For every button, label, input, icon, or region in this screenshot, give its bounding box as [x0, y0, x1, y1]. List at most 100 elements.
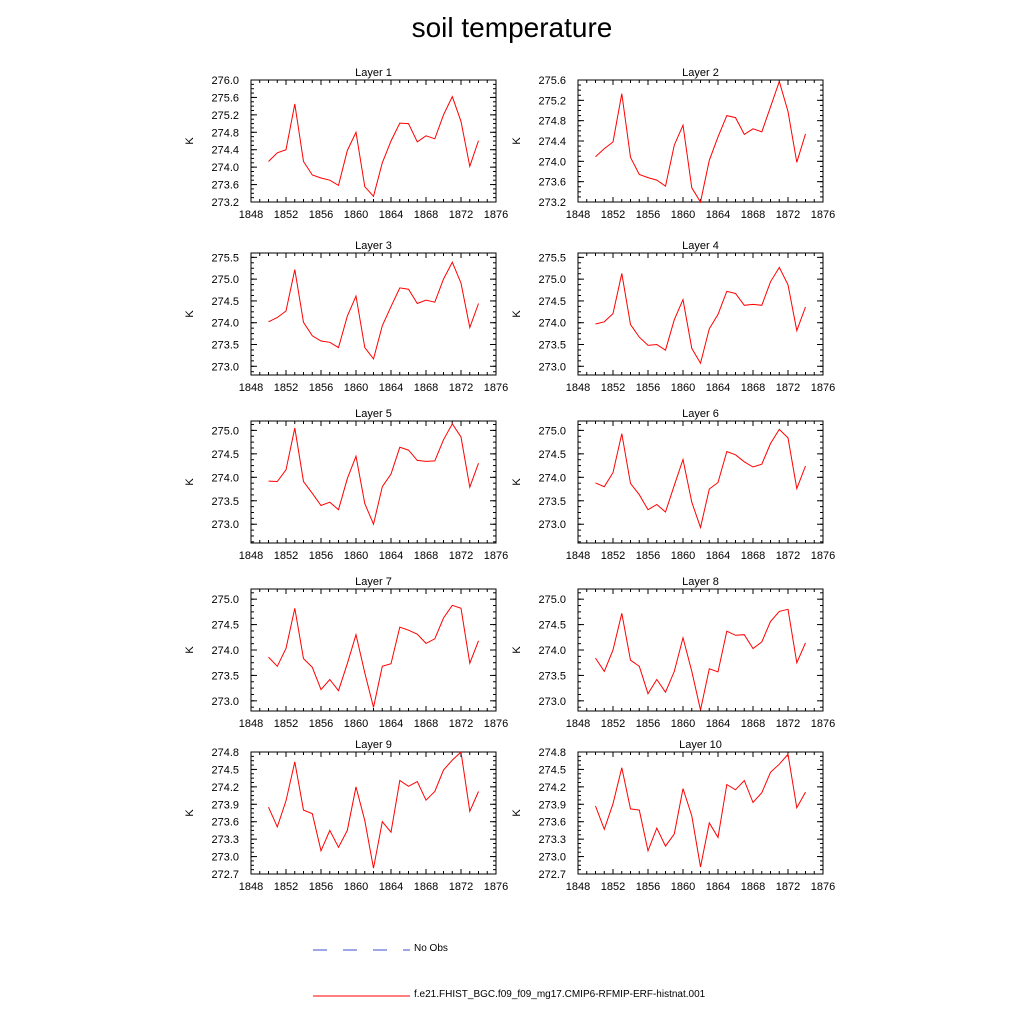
panel-title: Layer 7 [355, 576, 392, 588]
x-tick-label: 1868 [414, 881, 438, 893]
chart-panel: Layer 4 K 1848 1852 1856 1860 1864 1868 1872 1876… [511, 240, 835, 394]
x-tick-label: 1876 [811, 718, 835, 730]
x-tick-label: 1852 [601, 209, 625, 221]
x-tick-label: 1856 [636, 382, 660, 394]
y-tick-label: 274.8 [211, 747, 239, 759]
x-tick-label: 1876 [484, 881, 508, 893]
y-tick-label: 273.3 [538, 834, 566, 846]
x-tick-label: 1872 [776, 209, 800, 221]
y-tick-label: 275.5 [211, 252, 239, 264]
x-tick-label: 1852 [601, 382, 625, 394]
x-tick-label: 1852 [601, 881, 625, 893]
chart-panel: Layer 9 K 1848 1852 1856 1860 1864 1868 1872 1876… [184, 739, 508, 893]
y-tick-label: 274.5 [211, 449, 239, 461]
x-tick-label: 1876 [811, 382, 835, 394]
x-tick-label: 1848 [566, 718, 590, 730]
x-tick-label: 1852 [601, 550, 625, 562]
panel-title: Layer 3 [355, 240, 392, 252]
x-tick-label: 1848 [566, 209, 590, 221]
panel-title: Layer 2 [682, 67, 719, 79]
x-tick-label: 1856 [309, 209, 333, 221]
y-tick-label: 273.3 [211, 834, 239, 846]
y-tick-label: 273.5 [538, 670, 566, 682]
panel-title: Layer 1 [355, 67, 392, 79]
y-tick-label: 273.5 [211, 496, 239, 508]
x-tick-label: 1876 [484, 550, 508, 562]
x-tick-label: 1860 [344, 550, 368, 562]
y-tick-label: 273.0 [538, 696, 566, 708]
y-tick-label: 273.6 [538, 177, 566, 189]
y-tick-label: 273.5 [211, 340, 239, 352]
series-line [268, 422, 479, 526]
x-tick-label: 1852 [274, 382, 298, 394]
x-tick-label: 1856 [636, 881, 660, 893]
y-axis-label: K [184, 310, 196, 318]
x-tick-label: 1868 [741, 209, 765, 221]
x-tick-label: 1848 [566, 382, 590, 394]
y-tick-label: 273.9 [211, 799, 239, 811]
series-line [595, 266, 806, 365]
y-tick-label: 273.2 [538, 197, 566, 209]
y-tick-label: 273.6 [538, 817, 566, 829]
y-tick-label: 273.0 [211, 361, 239, 373]
chart-panel: Layer 7 K 1848 1852 1856 1860 1864 1868 1872 1876… [184, 576, 508, 730]
x-tick-label: 1876 [484, 382, 508, 394]
x-tick-label: 1852 [274, 550, 298, 562]
y-tick-label: 275.6 [211, 92, 239, 104]
x-tick-label: 1876 [484, 718, 508, 730]
chart-panel: Layer 2 K 1848 1852 1856 1860 1864 1868 1872 1876… [511, 67, 835, 221]
y-tick-label: 274.0 [538, 645, 566, 657]
y-tick-label: 273.0 [538, 519, 566, 531]
x-tick-label: 1872 [449, 881, 473, 893]
y-tick-label: 274.8 [211, 127, 239, 139]
plot-frame [577, 588, 824, 712]
y-tick-label: 273.5 [538, 496, 566, 508]
x-tick-label: 1860 [344, 209, 368, 221]
x-tick-label: 1860 [344, 718, 368, 730]
x-tick-label: 1860 [671, 550, 695, 562]
plot-frame [577, 420, 824, 544]
y-axis-label: K [184, 646, 196, 654]
y-tick-label: 275.6 [538, 75, 566, 87]
y-tick-label: 274.0 [538, 472, 566, 484]
x-tick-label: 1872 [776, 718, 800, 730]
x-tick-label: 1868 [741, 881, 765, 893]
y-tick-label: 274.2 [211, 782, 239, 794]
x-tick-label: 1848 [566, 881, 590, 893]
x-tick-label: 1852 [601, 718, 625, 730]
x-tick-label: 1872 [449, 550, 473, 562]
x-tick-label: 1860 [671, 881, 695, 893]
y-tick-label: 275.0 [538, 274, 566, 286]
y-axis-label: K [511, 646, 523, 654]
y-tick-label: 274.5 [211, 620, 239, 632]
y-axis-label: K [511, 310, 523, 318]
x-tick-label: 1864 [706, 550, 730, 562]
y-tick-label: 275.0 [538, 425, 566, 437]
x-tick-label: 1876 [811, 209, 835, 221]
y-tick-label: 273.5 [538, 340, 566, 352]
x-tick-label: 1868 [741, 718, 765, 730]
y-tick-label: 274.5 [538, 296, 566, 308]
x-tick-label: 1848 [239, 382, 263, 394]
x-tick-label: 1860 [344, 382, 368, 394]
x-tick-label: 1860 [671, 718, 695, 730]
x-tick-label: 1848 [239, 718, 263, 730]
panel-title: Layer 6 [682, 408, 719, 420]
y-tick-label: 274.0 [211, 318, 239, 330]
y-tick-label: 275.5 [538, 252, 566, 264]
y-tick-label: 273.0 [538, 361, 566, 373]
chart-panel: Layer 1 K 1848 1852 1856 1860 1864 1868 1872 1876… [184, 67, 508, 221]
x-tick-label: 1864 [379, 718, 403, 730]
y-tick-label: 272.7 [211, 869, 239, 881]
x-tick-label: 1848 [239, 209, 263, 221]
x-tick-label: 1856 [309, 881, 333, 893]
y-tick-label: 273.0 [211, 696, 239, 708]
y-tick-label: 275.0 [538, 594, 566, 606]
x-tick-label: 1868 [414, 382, 438, 394]
x-tick-label: 1864 [379, 550, 403, 562]
y-tick-label: 274.0 [211, 162, 239, 174]
y-tick-label: 273.0 [538, 852, 566, 864]
y-tick-label: 273.2 [211, 197, 239, 209]
plot-frame [577, 252, 824, 376]
